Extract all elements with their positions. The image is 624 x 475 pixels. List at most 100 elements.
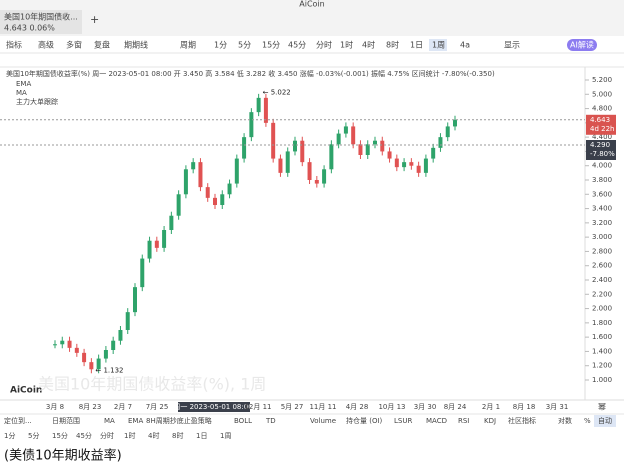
- candle-body: [256, 97, 261, 113]
- axis-corner[interactable]: 幂: [598, 403, 606, 412]
- candle-body: [322, 169, 327, 184]
- toolbar-item[interactable]: 指标: [6, 40, 22, 50]
- toolbar-item[interactable]: 15分: [262, 41, 280, 50]
- toolbar-item[interactable]: 8时: [386, 40, 399, 50]
- candle-body: [60, 340, 65, 345]
- legend-item[interactable]: 主力大单跟踪: [16, 97, 58, 106]
- candle-body: [373, 140, 377, 145]
- logo: AiCoin: [10, 386, 42, 396]
- candle-body: [285, 151, 290, 173]
- tab[interactable]: [0, 10, 82, 34]
- x-tick-label: 12月 11: [244, 403, 271, 411]
- candle-body: [118, 330, 123, 341]
- period-item[interactable]: 45分: [76, 431, 92, 440]
- indicator-item[interactable]: 对数: [558, 416, 572, 425]
- indicator-item[interactable]: KDJ: [484, 417, 496, 425]
- indicator-item[interactable]: RSI: [458, 417, 469, 425]
- legend-item[interactable]: EMA: [16, 80, 31, 88]
- indicator-item[interactable]: 8H周期抄底止盈策略: [146, 416, 212, 425]
- candle-body: [227, 183, 232, 195]
- toolbar-item[interactable]: 1周: [432, 41, 445, 50]
- period-item[interactable]: 5分: [28, 431, 39, 440]
- price-tag-label: 4.290: [590, 141, 610, 149]
- period-item[interactable]: 分时: [100, 431, 114, 440]
- caption: (美债10年期收益率): [4, 448, 122, 464]
- candle-body: [89, 362, 94, 370]
- toolbar-item[interactable]: 4a: [460, 41, 470, 50]
- y-tick-label: 3.400: [592, 205, 612, 213]
- period-item[interactable]: 8时: [172, 431, 183, 440]
- add-tab[interactable]: +: [90, 13, 99, 26]
- candle-body: [314, 180, 319, 184]
- indicator-item[interactable]: BOLL: [234, 417, 252, 425]
- toolbar-item[interactable]: 复盘: [94, 40, 110, 50]
- y-tick-label: 5.000: [592, 90, 612, 98]
- toolbar-item[interactable]: 45分: [288, 41, 306, 50]
- tab-bar: [0, 0, 624, 36]
- indicator-item[interactable]: %: [584, 417, 591, 425]
- x-tick-label: 2月 1: [482, 403, 500, 411]
- candle-body: [453, 119, 457, 127]
- indicator-item[interactable]: 社区指标: [508, 416, 536, 425]
- toolbar-item[interactable]: 1分: [214, 41, 227, 50]
- y-tick-label: 2.800: [592, 247, 612, 255]
- candle-body: [263, 97, 268, 123]
- candle-body: [111, 340, 116, 350]
- active-period: [429, 39, 447, 51]
- candle-body: [409, 162, 414, 166]
- candle-body: [103, 350, 108, 359]
- toolbar-item[interactable]: 多窗: [66, 40, 82, 50]
- candle-body: [445, 126, 450, 138]
- tab-name: 美国10年期国债收...: [4, 12, 78, 22]
- y-tick-label: 3.600: [592, 190, 612, 198]
- y-tick-label: 3.200: [592, 219, 612, 227]
- indicator-item[interactable]: TD: [265, 417, 276, 425]
- toolbar-item[interactable]: 5分: [238, 41, 251, 50]
- period-item[interactable]: 1时: [124, 431, 135, 440]
- toolbar-item[interactable]: 4时: [362, 40, 375, 50]
- candle-body: [220, 194, 225, 205]
- candle-body: [351, 126, 356, 145]
- candle-body: [380, 140, 385, 152]
- y-tick-label: 1.800: [592, 319, 612, 327]
- indicator-item[interactable]: EMA: [128, 417, 143, 425]
- indicator-item[interactable]: 自动: [598, 416, 612, 425]
- period-item[interactable]: 4时: [148, 431, 159, 440]
- indicator-item[interactable]: 日期范围: [52, 416, 80, 425]
- x-tick-label: 周一 2023-05-01 08:00: [173, 403, 252, 411]
- toolbar-item[interactable]: 期期线: [124, 40, 148, 50]
- legend-item[interactable]: MA: [16, 89, 27, 97]
- y-tick-label: 3.000: [592, 233, 612, 241]
- indicator-item[interactable]: MACD: [426, 417, 447, 425]
- candle-body: [125, 312, 130, 330]
- y-tick-label: 4.000: [592, 162, 612, 170]
- toolbar-item[interactable]: 1时: [340, 40, 353, 50]
- price-tag-sub: -7.80%: [590, 150, 615, 158]
- low-label: ← 1.132: [95, 367, 123, 375]
- tab-quote: 4.643 0.06%: [4, 24, 55, 33]
- toolbar-item[interactable]: 高级: [38, 40, 54, 50]
- ai-button: [567, 39, 597, 51]
- toolbar-item[interactable]: 1日: [410, 41, 423, 50]
- indicator-item[interactable]: LSUR: [394, 417, 412, 425]
- indicator-item[interactable]: MA: [104, 417, 115, 425]
- candle-body: [365, 144, 370, 155]
- period-item[interactable]: 1日: [196, 432, 207, 440]
- candle-body: [96, 358, 101, 370]
- candle-body: [402, 162, 407, 168]
- candle-body: [234, 158, 239, 184]
- y-tick-label: 4.400: [592, 133, 612, 141]
- candle-body: [329, 144, 334, 170]
- toolbar-item[interactable]: AI解读: [570, 40, 594, 50]
- toolbar-item[interactable]: 周期: [180, 41, 196, 50]
- indicator-item[interactable]: 定位到...: [4, 416, 32, 425]
- period-item[interactable]: 1分: [4, 431, 15, 440]
- toolbar-item[interactable]: 显示: [504, 41, 520, 50]
- period-item[interactable]: 15分: [52, 431, 68, 440]
- toolbar-item[interactable]: 分时: [316, 40, 332, 50]
- indicator-item[interactable]: Volume: [310, 417, 336, 425]
- candle-body: [147, 240, 152, 259]
- period-item[interactable]: 1周: [220, 432, 231, 440]
- indicator-item[interactable]: 持仓量 (OI): [346, 416, 383, 425]
